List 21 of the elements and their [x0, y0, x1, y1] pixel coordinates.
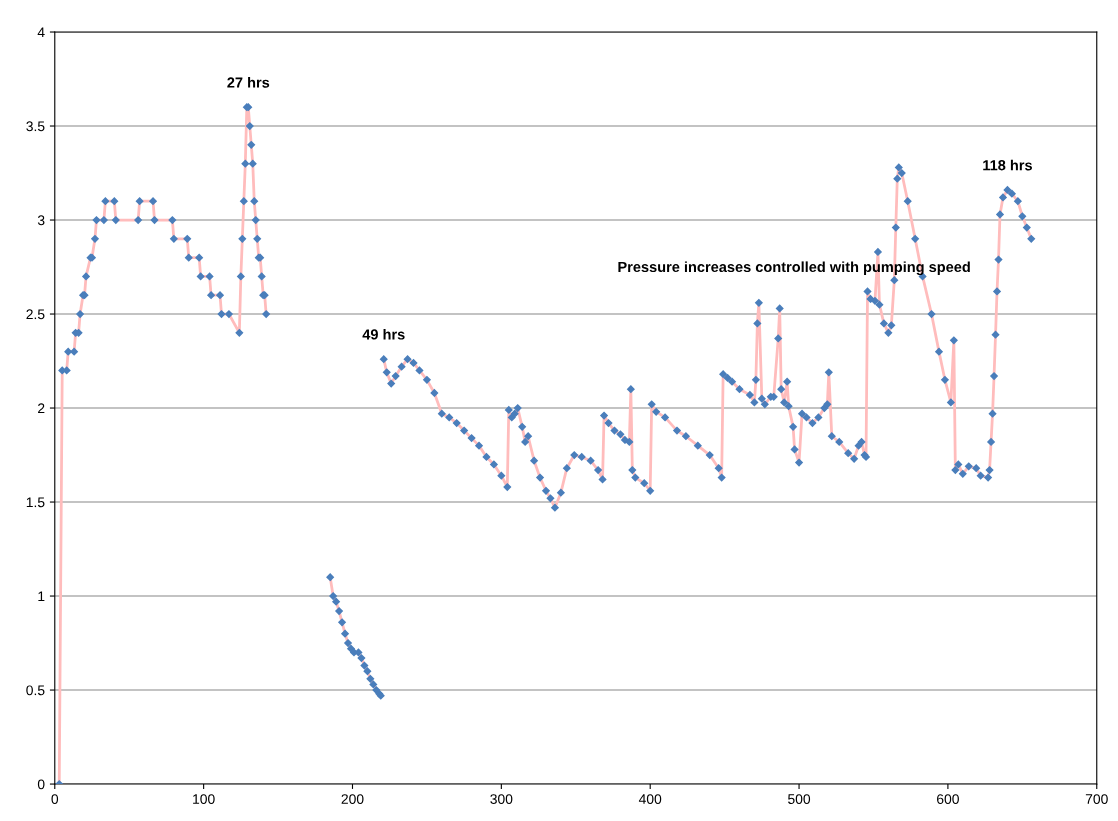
- y-tick-label: 3: [37, 215, 45, 226]
- x-tick-label: 500: [788, 794, 811, 804]
- y-tick-label: 0.5: [26, 685, 45, 696]
- x-tick-label: 200: [341, 794, 364, 804]
- y-tick-label: 1.5: [26, 497, 45, 508]
- y-tick-label: 2: [38, 403, 45, 414]
- annotation: 118 hrs: [983, 159, 1032, 171]
- y-tick-label: 1: [38, 591, 45, 602]
- annotation: 27 hrs: [227, 76, 270, 88]
- y-tick-label: 4: [37, 27, 45, 38]
- x-tick-label: 100: [193, 794, 215, 804]
- annotation: Pressure increases controlled with pumping speed: [618, 261, 970, 276]
- x-tick-label: 700: [1085, 794, 1108, 804]
- x-tick-label: 600: [937, 794, 959, 804]
- x-tick-label: 400: [638, 794, 662, 804]
- x-tick-label: 300: [490, 794, 513, 804]
- y-tick-label: 2.5: [26, 309, 45, 320]
- x-tick-label: 0: [51, 794, 59, 804]
- y-tick-label: 3.5: [26, 121, 45, 132]
- annotation: 49 hrs: [362, 328, 405, 340]
- y-tick-label: 0: [37, 779, 45, 790]
